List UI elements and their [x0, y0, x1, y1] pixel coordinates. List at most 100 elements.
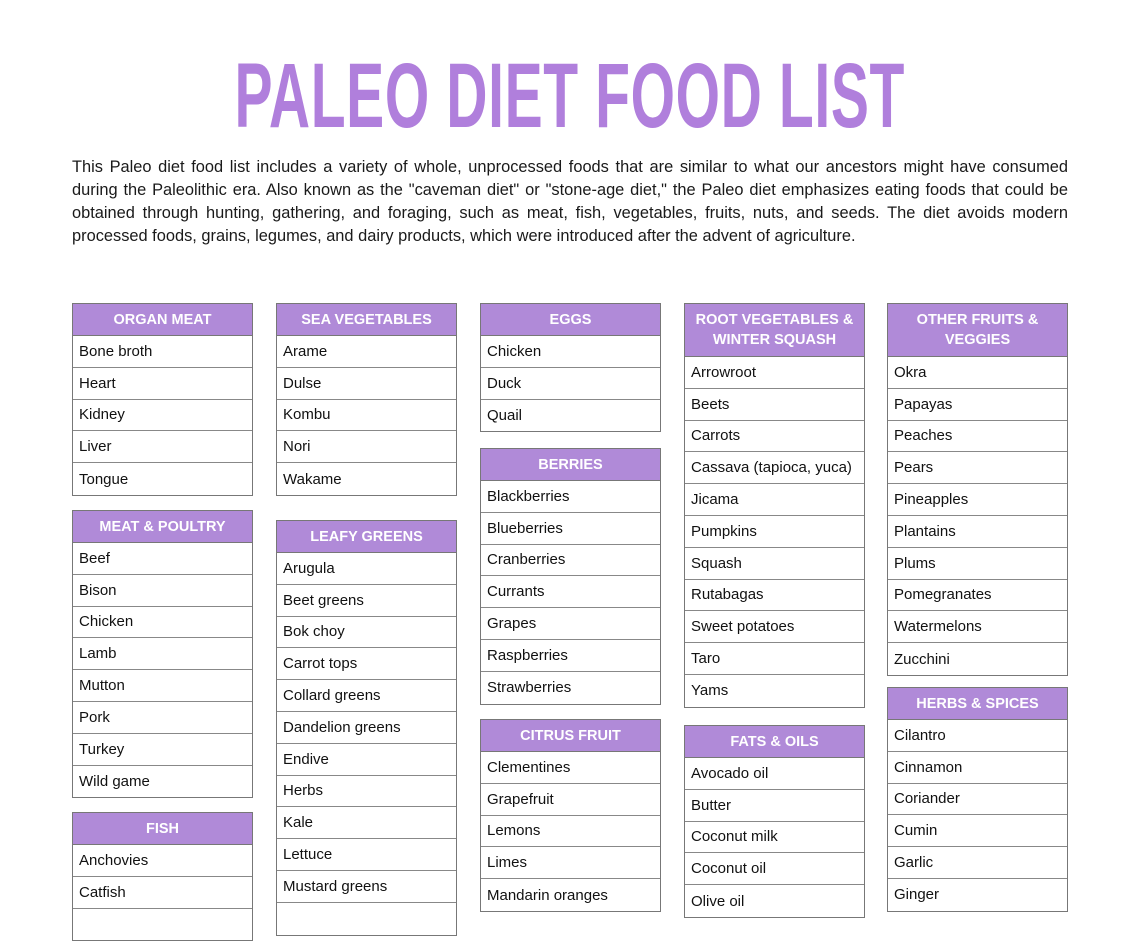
food-category-berries: BERRIES Blackberries Blueberries Cranberrie… [480, 448, 661, 705]
food-item: Peaches [888, 421, 1067, 453]
food-item: Cumin [888, 815, 1067, 848]
food-item: Mustard greens [277, 871, 456, 903]
food-item: Clementines [481, 752, 660, 784]
food-item: Chicken [481, 336, 660, 368]
food-item: Jicama [685, 484, 864, 516]
category-header: ORGAN MEAT [73, 304, 252, 336]
food-item: Ginger [894, 886, 940, 904]
food-item: Blackberries [481, 481, 660, 513]
food-item: Grapes [481, 608, 660, 640]
category-header: FATS & OILS [685, 726, 864, 758]
food-item: Pumpkins [685, 516, 864, 548]
food-item: Lemons [481, 816, 660, 848]
food-category-herbs-spices: HERBS & SPICES Cilantro Cinnamon Coriander C… [887, 687, 1068, 912]
food-item: Nori [277, 431, 456, 464]
food-item: Arugula [277, 553, 456, 585]
food-item: Rutabagas [685, 580, 864, 612]
intro-paragraph: This Paleo diet food list includes a var… [72, 158, 1068, 245]
food-category-citrus-fruit: CITRUS FRUIT Clementines Grapefruit Lemons L… [480, 719, 661, 912]
food-item: Anchovies [73, 845, 252, 877]
category-header: MEAT & POULTRY [73, 511, 252, 543]
food-item: Bone broth [73, 336, 252, 368]
food-item: Pork [73, 702, 252, 734]
food-item: Duck [481, 368, 660, 400]
food-item: Carrot tops [277, 648, 456, 681]
food-item: Watermelons [888, 611, 1067, 644]
food-item: Sweet potatoes [685, 611, 864, 644]
food-item: Chicken [73, 607, 252, 639]
category-header: BERRIES [481, 449, 660, 481]
food-item: Beet greens [277, 585, 456, 617]
food-item: Kombu [277, 400, 456, 432]
food-item: Cilantro [888, 720, 1067, 752]
food-category-meat-poultry: MEAT & POULTRY Beef Bison Chicken Lamb Mutton… [72, 510, 253, 799]
page-title: PALEO DIET FOOD LIST [0, 50, 1140, 142]
food-item: Dandelion greens [277, 712, 456, 744]
category-header: OTHER FRUITS & VEGGIES [888, 304, 1067, 357]
food-item: Blueberries [481, 513, 660, 545]
food-category-root-vegetables-winter-squash: ROOT VEGETABLES & WINTER SQUASH Arrowroot… [684, 303, 865, 708]
category-header: FISH [73, 813, 252, 845]
food-item: Kale [277, 807, 456, 840]
food-item: Pomegranates [888, 580, 1067, 612]
food-item: Kidney [73, 400, 252, 432]
food-item: Cranberries [481, 545, 660, 577]
food-item: Arrowroot [685, 357, 864, 389]
category-header: SEA VEGETABLES [277, 304, 456, 336]
food-item: Yams [691, 682, 729, 700]
food-item: Plantains [888, 516, 1067, 548]
food-category-eggs: EGGS Chicken Duck Quail [480, 303, 661, 433]
food-item: Butter [685, 790, 864, 822]
food-item: Coconut milk [685, 822, 864, 854]
food-item: Endive [277, 744, 456, 776]
food-item: Lamb [73, 638, 252, 671]
category-header: ROOT VEGETABLES & WINTER SQUASH [685, 304, 864, 357]
food-category-fish: FISH Anchovies Catfish [72, 812, 253, 941]
food-item: Carrots [685, 421, 864, 453]
food-item: Cinnamon [888, 752, 1067, 784]
food-item: Dulse [277, 368, 456, 400]
food-item: Mandarin oranges [487, 886, 608, 904]
food-item [73, 909, 252, 941]
food-item: Okra [888, 357, 1067, 389]
food-item: Coconut oil [685, 853, 864, 886]
food-item: Taro [685, 643, 864, 675]
food-category-leafy-greens: LEAFY GREENS Arugula Beet greens Bok choy Ca… [276, 520, 457, 936]
food-item: Mutton [73, 670, 252, 702]
food-item: Grapefruit [481, 784, 660, 816]
food-item: Pears [888, 452, 1067, 485]
food-item: Cassava (tapioca, yuca) [685, 452, 864, 485]
food-item: Wakame [283, 470, 342, 488]
food-item: Arame [277, 336, 456, 368]
food-item: Tongue [79, 470, 129, 488]
food-item: Quail [487, 406, 523, 424]
food-item: Garlic [888, 847, 1067, 879]
food-category-organ-meat: ORGAN MEAT Bone broth Heart Kidney Liver Tong… [72, 303, 253, 496]
category-header: CITRUS FRUIT [481, 720, 660, 752]
food-item: Limes [481, 847, 660, 880]
food-item: Herbs [277, 776, 456, 808]
food-item: Bison [73, 575, 252, 607]
food-item: Strawberries [487, 679, 572, 697]
food-item: Papayas [888, 389, 1067, 421]
food-item: Catfish [73, 877, 252, 909]
food-category-other-fruits-veggies: OTHER FRUITS & VEGGIES Okra Papayas Peaches… [887, 303, 1068, 676]
food-category-fats-oils: FATS & OILS Avocado oil Butter Coconut milk… [684, 725, 865, 918]
food-item: Collard greens [277, 680, 456, 712]
category-header: LEAFY GREENS [277, 521, 456, 553]
food-item: Liver [73, 431, 252, 464]
category-header: HERBS & SPICES [888, 688, 1067, 720]
food-item: Olive oil [691, 892, 745, 910]
food-item: Beets [685, 389, 864, 421]
food-item: Turkey [73, 734, 252, 766]
food-item: Wild game [79, 772, 150, 790]
food-item: Avocado oil [685, 758, 864, 790]
food-item: Currants [481, 576, 660, 609]
food-item: Pineapples [888, 484, 1067, 516]
food-category-sea-vegetables: SEA VEGETABLES Arame Dulse Kombu Nori Wakame [276, 303, 457, 496]
food-item: Zucchini [894, 650, 950, 668]
food-item: Heart [73, 368, 252, 400]
food-item: Coriander [888, 784, 1067, 816]
food-item: Lettuce [277, 839, 456, 871]
food-item: Raspberries [481, 640, 660, 672]
